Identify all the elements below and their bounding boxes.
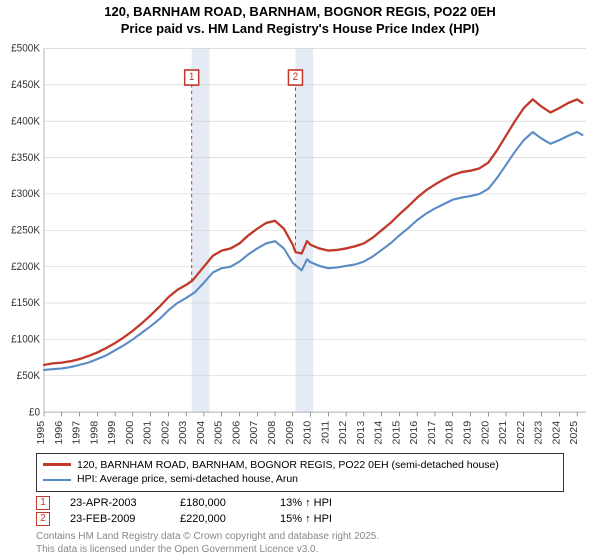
svg-text:1995: 1995 [36,420,47,444]
legend-row-hpi: HPI: Average price, semi-detached house,… [43,472,557,487]
svg-text:£150K: £150K [11,298,40,309]
svg-text:2020: 2020 [481,420,492,444]
svg-text:£250K: £250K [11,225,40,236]
legend-swatch-hpi [43,479,71,481]
svg-text:1997: 1997 [72,420,83,444]
svg-text:2: 2 [293,72,299,83]
sale-date-1: 23-APR-2003 [70,497,160,509]
title-block: 120, BARNHAM ROAD, BARNHAM, BOGNOR REGIS… [0,0,600,40]
svg-text:£200K: £200K [11,261,40,272]
svg-text:2013: 2013 [356,420,367,444]
svg-text:1996: 1996 [54,420,65,444]
svg-text:£50K: £50K [17,370,40,381]
legend-label-property: 120, BARNHAM ROAD, BARNHAM, BOGNOR REGIS… [77,458,499,473]
svg-text:1: 1 [189,72,195,83]
svg-text:2003: 2003 [178,420,189,444]
svg-text:2000: 2000 [125,420,136,444]
svg-text:2004: 2004 [196,420,207,444]
svg-text:2016: 2016 [409,420,420,444]
svg-text:2025: 2025 [569,420,580,444]
title-line-2: Price paid vs. HM Land Registry's House … [0,21,600,38]
svg-text:£100K: £100K [11,334,40,345]
svg-text:2015: 2015 [392,420,403,444]
svg-text:2018: 2018 [445,420,456,444]
sale-marker-1-icon: 1 [36,496,50,510]
sale-change-2: 15% ↑ HPI [280,513,360,525]
svg-text:2006: 2006 [232,420,243,444]
sale-price-1: £180,000 [180,497,260,509]
sale-change-1: 13% ↑ HPI [280,497,360,509]
svg-text:1998: 1998 [90,420,101,444]
svg-text:2002: 2002 [161,420,172,444]
svg-text:2017: 2017 [427,420,438,444]
svg-text:2008: 2008 [267,420,278,444]
sale-price-2: £220,000 [180,513,260,525]
svg-text:1999: 1999 [107,420,118,444]
sales-block: 1 23-APR-2003 £180,000 13% ↑ HPI 2 23-FE… [36,496,564,528]
svg-text:£500K: £500K [11,43,40,54]
footer-block: Contains HM Land Registry data © Crown c… [36,530,564,556]
footer-line-2: This data is licensed under the Open Gov… [36,543,564,556]
svg-text:2019: 2019 [463,420,474,444]
legend-swatch-property [43,463,71,466]
svg-text:2024: 2024 [552,420,563,444]
sale-date-2: 23-FEB-2009 [70,513,160,525]
footer-line-1: Contains HM Land Registry data © Crown c… [36,530,564,543]
sale-marker-2-icon: 2 [36,512,50,526]
svg-text:£450K: £450K [11,80,40,91]
chart-area: £0 £50K £100K £150K £200K £250K £300K £350K £400… [4,42,592,451]
svg-text:£400K: £400K [11,116,40,127]
svg-text:2023: 2023 [534,420,545,444]
svg-text:2005: 2005 [214,420,225,444]
legend-label-hpi: HPI: Average price, semi-detached house,… [77,472,298,487]
svg-text:2011: 2011 [321,420,332,443]
svg-text:2009: 2009 [285,420,296,444]
svg-text:2021: 2021 [498,420,509,444]
svg-text:£0: £0 [29,407,40,418]
legend-box: 120, BARNHAM ROAD, BARNHAM, BOGNOR REGIS… [36,453,564,492]
svg-text:£350K: £350K [11,152,40,163]
svg-text:£300K: £300K [11,189,40,200]
chart-container: 120, BARNHAM ROAD, BARNHAM, BOGNOR REGIS… [0,0,600,560]
svg-text:2022: 2022 [516,420,527,444]
svg-text:2001: 2001 [143,420,154,444]
svg-text:2010: 2010 [303,420,314,444]
svg-text:2012: 2012 [338,420,349,444]
svg-text:2014: 2014 [374,420,385,444]
svg-text:2007: 2007 [250,420,261,444]
chart-svg: £0 £50K £100K £150K £200K £250K £300K £350K £400… [4,42,592,451]
legend-row-property: 120, BARNHAM ROAD, BARNHAM, BOGNOR REGIS… [43,458,557,473]
sale-row-1: 1 23-APR-2003 £180,000 13% ↑ HPI [36,496,564,510]
sale-row-2: 2 23-FEB-2009 £220,000 15% ↑ HPI [36,512,564,526]
title-line-1: 120, BARNHAM ROAD, BARNHAM, BOGNOR REGIS… [0,4,600,21]
